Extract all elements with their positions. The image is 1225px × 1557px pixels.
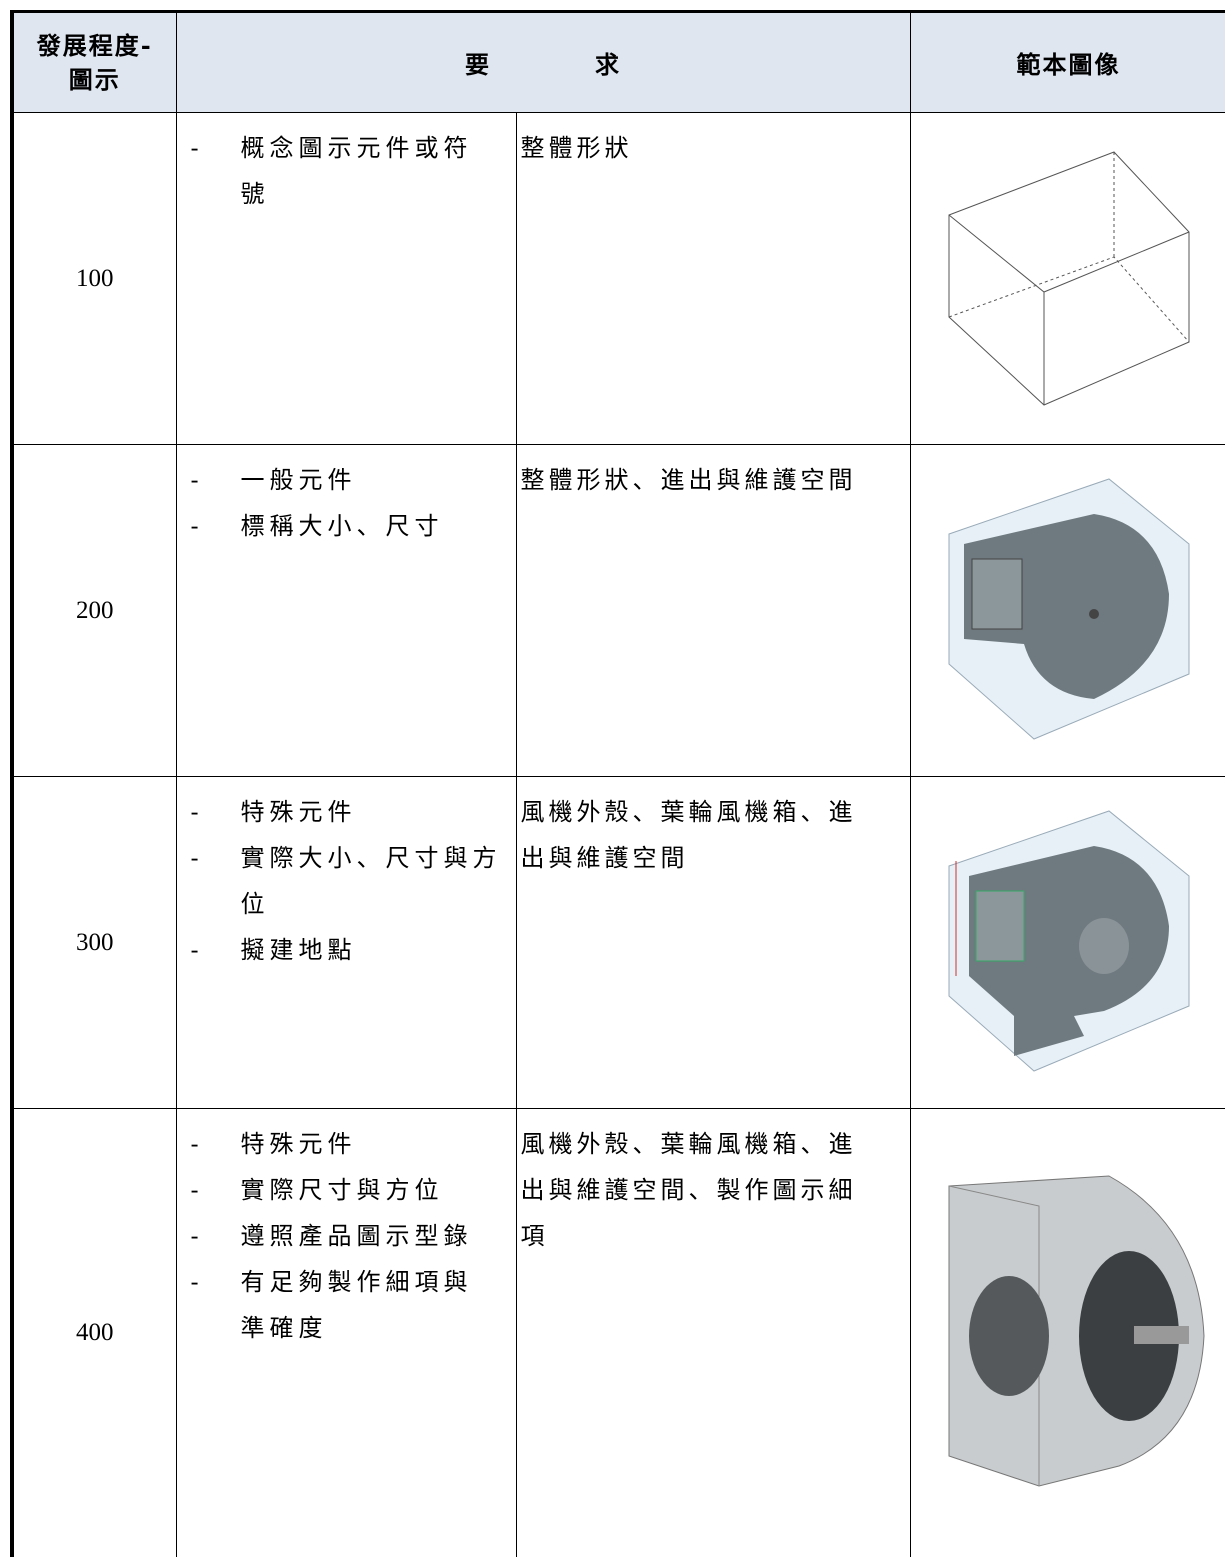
bullet-item: - 一般元件 bbox=[177, 457, 516, 503]
bullet-line: 號 bbox=[240, 180, 270, 208]
bullet-line: 概念圖示元件或符 bbox=[240, 134, 473, 162]
requirement-line: 風機外殼、葉輪風機箱、進 bbox=[520, 798, 857, 826]
header-requirement: 要 求 bbox=[175, 11, 911, 113]
bullet-item: - 標稱大小、尺寸 bbox=[177, 503, 516, 549]
bullet-text: 特殊元件 bbox=[241, 789, 357, 835]
bullet-dash: - bbox=[190, 1130, 204, 1158]
header-row: 發展程度- 圖示 要 求 範本圖像 bbox=[11, 11, 1225, 113]
table-row: 300- 特殊元件 - 實際大小、尺寸與方位 - 擬建地點 風機外殼、葉輪風機箱、進 出與維護… bbox=[11, 776, 1225, 1109]
requirement-cell: 整體形狀、進出與維護空間 bbox=[515, 444, 911, 777]
requirement-cell: 風機外殼、葉輪風機箱、進 出與維護空間 bbox=[515, 776, 911, 1109]
bullet-text: 特殊元件 bbox=[241, 1121, 357, 1167]
bullet-dash: - bbox=[190, 844, 204, 872]
bullet-dash: - bbox=[190, 1176, 204, 1204]
bullet-text: 概念圖示元件或符號 bbox=[241, 125, 473, 217]
bullet-item: - 概念圖示元件或符號 bbox=[177, 125, 516, 217]
bullet-line: 實際尺寸與方位 bbox=[240, 1176, 444, 1204]
requirement-line: 出與維護空間、製作圖示細 bbox=[520, 1176, 857, 1204]
bullet-text: 擬建地點 bbox=[241, 927, 357, 973]
image-cell bbox=[909, 776, 1225, 1109]
bullet-line: 遵照產品圖示型錄 bbox=[240, 1222, 473, 1250]
bullet-text: 遵照產品圖示型錄 bbox=[241, 1213, 473, 1259]
requirement-line: 出與維護空間 bbox=[520, 844, 689, 872]
bullet-item: - 擬建地點 bbox=[177, 927, 516, 973]
bullet-item: - 特殊元件 bbox=[177, 789, 516, 835]
header-image: 範本圖像 bbox=[909, 11, 1225, 113]
bullet-item: - 遵照產品圖示型錄 bbox=[177, 1213, 516, 1259]
header-level: 發展程度- 圖示 bbox=[11, 11, 177, 113]
sample-image bbox=[948, 477, 1189, 740]
sample-image bbox=[948, 809, 1189, 1072]
bullet-line: 特殊元件 bbox=[240, 798, 357, 826]
bullet-item: - 特殊元件 bbox=[177, 1121, 516, 1167]
bullet-item: - 實際大小、尺寸與方位 bbox=[177, 835, 516, 927]
table-row: 400- 特殊元件 - 實際尺寸與方位 - 遵照產品圖示型錄 - 有足夠製作細項與 準確度 風機外… bbox=[11, 1108, 1225, 1557]
header-line: 發展程度- bbox=[36, 30, 153, 60]
level-cell: 100 bbox=[11, 112, 177, 445]
bullet-item: - 有足夠製作細項與 準確度 bbox=[177, 1259, 516, 1351]
requirement-line: 整體形狀、進出與維護空間 bbox=[520, 466, 857, 494]
document: 發展程度- 圖示 要 求 範本圖像 100- 概念圖示元件或符號整體形狀 200- 一般… bbox=[10, 10, 1225, 1557]
bullet-line: 擬建地點 bbox=[240, 936, 357, 964]
items-cell: - 特殊元件 - 實際大小、尺寸與方位 - 擬建地點 bbox=[175, 776, 517, 1109]
bullet-line: 一般元件 bbox=[240, 466, 357, 494]
bullet-text: 標稱大小、尺寸 bbox=[241, 503, 444, 549]
sample-image bbox=[948, 1175, 1205, 1487]
requirement-line: 整體形狀 bbox=[520, 134, 633, 162]
bullet-line: 特殊元件 bbox=[240, 1130, 357, 1158]
bullet-dash: - bbox=[190, 134, 204, 162]
lod-table: 發展程度- 圖示 要 求 範本圖像 100- 概念圖示元件或符號整體形狀 200- 一般… bbox=[10, 10, 1225, 1557]
bullet-line: 標稱大小、尺寸 bbox=[240, 512, 444, 540]
bullet-dash: - bbox=[190, 466, 204, 494]
header-line: 圖示 bbox=[68, 64, 121, 94]
image-cell bbox=[909, 444, 1225, 777]
bullet-dash: - bbox=[190, 798, 204, 826]
items-cell: - 特殊元件 - 實際尺寸與方位 - 遵照產品圖示型錄 - 有足夠製作細項與 準確度 bbox=[175, 1108, 517, 1557]
bullet-text: 一般元件 bbox=[241, 457, 357, 503]
items-cell: - 概念圖示元件或符號 bbox=[175, 112, 517, 445]
image-cell bbox=[909, 112, 1225, 445]
bullet-text: 實際大小、尺寸與方位 bbox=[241, 835, 502, 927]
sample-image bbox=[948, 150, 1189, 406]
level-cell: 400 bbox=[11, 1108, 177, 1557]
bullet-line: 有足夠製作細項與 bbox=[240, 1268, 473, 1296]
bullet-text: 實際尺寸與方位 bbox=[241, 1167, 444, 1213]
items-cell: - 一般元件 - 標稱大小、尺寸 bbox=[175, 444, 517, 777]
requirement-cell: 風機外殼、葉輪風機箱、進 出與維護空間、製作圖示細項 bbox=[515, 1108, 911, 1557]
bullet-line: 實際大小、尺寸與方 bbox=[240, 844, 502, 872]
bullet-line: 位 bbox=[240, 890, 270, 918]
bullet-text: 有足夠製作細項與 準確度 bbox=[241, 1259, 473, 1351]
requirement-cell: 整體形狀 bbox=[515, 112, 911, 445]
bullet-item: - 實際尺寸與方位 bbox=[177, 1167, 516, 1213]
bullet-line: 準確度 bbox=[240, 1314, 328, 1342]
bullet-dash: - bbox=[190, 1268, 204, 1296]
bullet-dash: - bbox=[190, 1222, 204, 1250]
bullet-dash: - bbox=[190, 936, 204, 964]
bullet-dash: - bbox=[190, 512, 204, 540]
table-row: 100- 概念圖示元件或符號 整體形狀 bbox=[11, 112, 1225, 445]
requirement-line: 項 bbox=[520, 1222, 549, 1250]
table-row: 200- 一般元件 - 標稱大小、尺寸 整體形狀、進出與維護空間 bbox=[11, 444, 1225, 777]
level-cell: 200 bbox=[11, 444, 177, 777]
image-cell bbox=[909, 1108, 1225, 1557]
level-cell: 300 bbox=[11, 776, 177, 1109]
requirement-line: 風機外殼、葉輪風機箱、進 bbox=[520, 1130, 857, 1158]
